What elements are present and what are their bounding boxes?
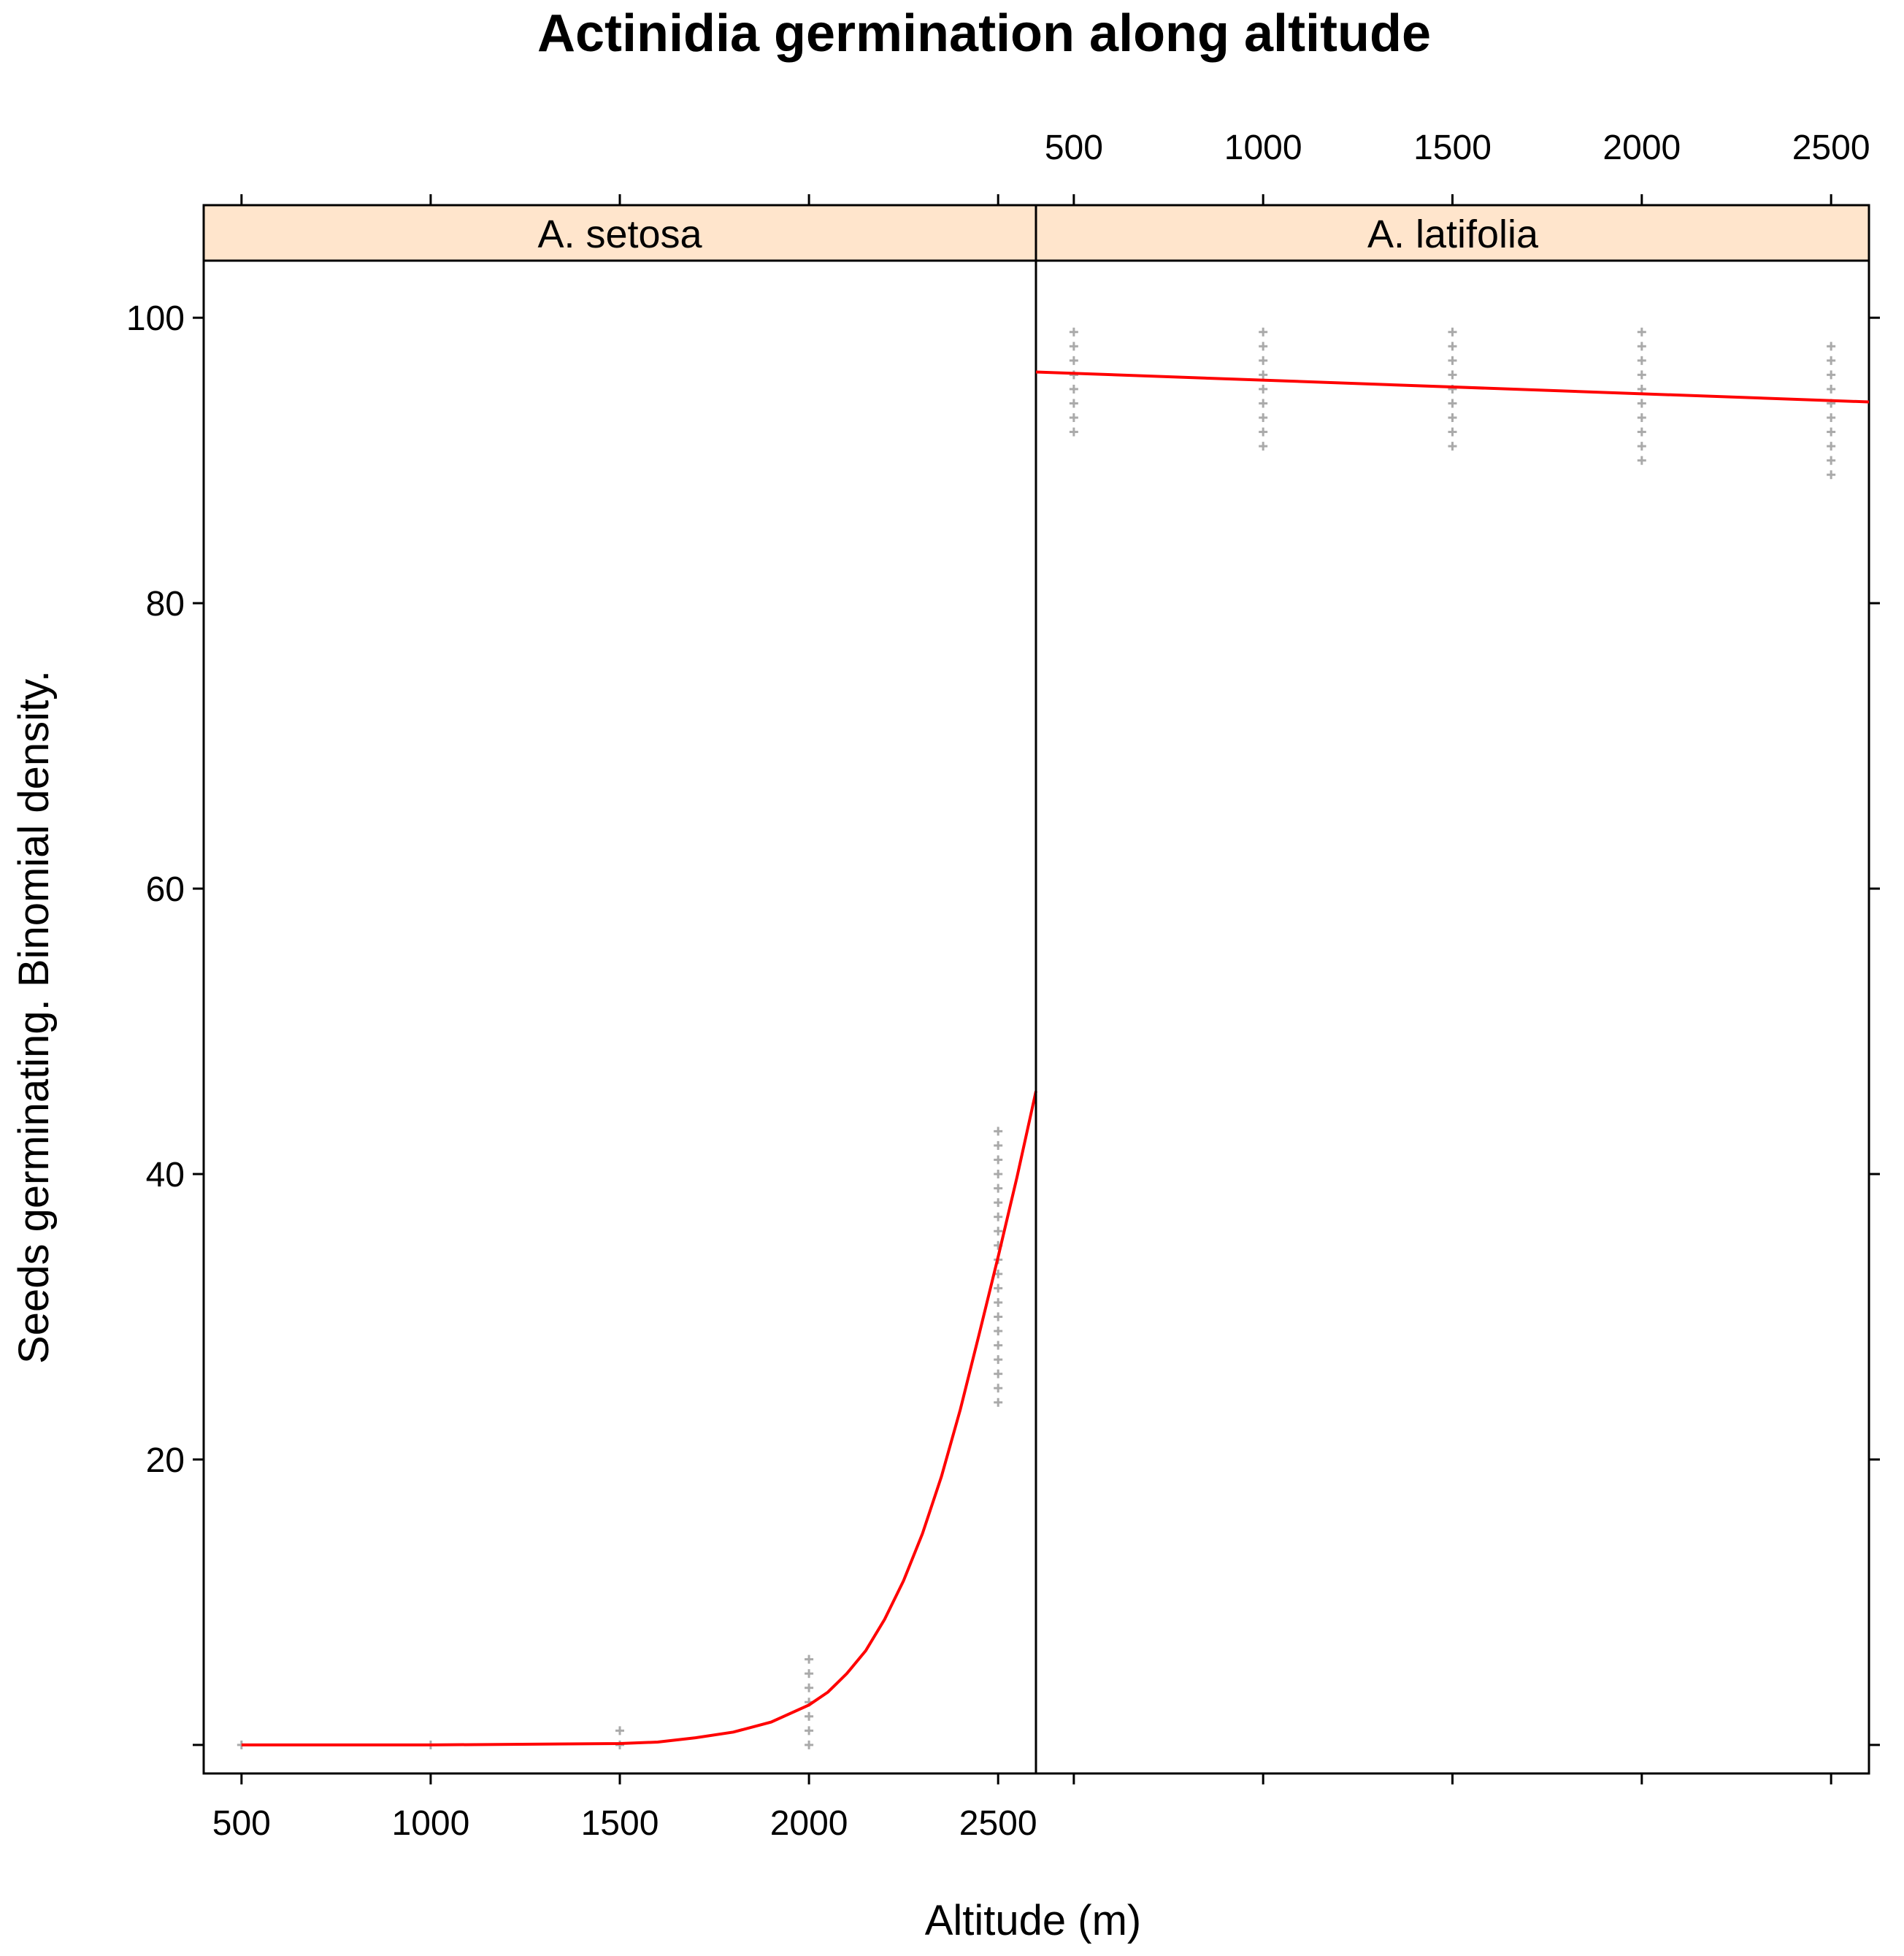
data-point [1448, 442, 1457, 451]
data-point [994, 1297, 1003, 1307]
data-point [994, 1384, 1003, 1393]
x-tick-label: 1000 [392, 1804, 470, 1843]
data-point [994, 1355, 1003, 1365]
data-point [1637, 370, 1646, 380]
data-point [1259, 384, 1268, 394]
y-tick-label: 20 [146, 1441, 185, 1480]
panel-a-setosa-strip [202, 204, 1037, 262]
data-point [994, 1227, 1003, 1236]
data-point [1069, 342, 1078, 351]
data-point [994, 1155, 1003, 1165]
panel-a-latifolia-fit-line [1035, 370, 1870, 404]
panel-a-latifolia-strip-label: A. latifolia [1367, 212, 1539, 256]
x-tick-label-top: 1500 [1413, 129, 1492, 167]
data-point [1827, 342, 1836, 351]
data-point [1827, 384, 1836, 394]
panel-a-setosa-frame [202, 259, 1037, 1775]
data-point [1637, 384, 1646, 394]
data-point [994, 1312, 1003, 1322]
data-point [1637, 442, 1646, 451]
y-tick-label: 60 [146, 870, 185, 909]
x-axis-title: Altitude (m) [925, 1897, 1142, 1944]
data-point [1259, 413, 1268, 423]
data-point [994, 1184, 1003, 1193]
x-tick-label-top: 1000 [1224, 129, 1302, 167]
data-point [1827, 427, 1836, 437]
data-point [1448, 327, 1457, 337]
data-point [994, 1284, 1003, 1293]
data-point [1069, 327, 1078, 337]
data-point [1827, 442, 1836, 451]
data-point [994, 1369, 1003, 1378]
data-point [994, 1140, 1003, 1150]
chart-title: Actinidia germination along altitude [537, 4, 1431, 63]
data-point [1259, 370, 1268, 380]
data-point [994, 1397, 1003, 1407]
data-point [1637, 327, 1646, 337]
y-tick-label: 40 [146, 1156, 185, 1194]
data-point [1069, 399, 1078, 408]
data-point [1448, 356, 1457, 365]
data-point [1259, 342, 1268, 351]
data-point [994, 1198, 1003, 1208]
panel-a-setosa-points [237, 1127, 1003, 1749]
data-point [805, 1726, 814, 1736]
data-point [805, 1654, 814, 1664]
data-point [1448, 427, 1457, 437]
panel-a-setosa-fit-line [241, 1091, 1037, 1746]
x-tick-label: 1500 [581, 1804, 659, 1843]
x-tick-label-top: 2500 [1792, 129, 1870, 167]
y-tick-label: 100 [126, 299, 185, 338]
data-point [1827, 470, 1836, 480]
data-point [1637, 413, 1646, 423]
data-point [1259, 427, 1268, 437]
axes: 20 40 60 80 100 500 500 1000 1000 1500 1500 2000 200… [126, 129, 1880, 1843]
data-point [994, 1327, 1003, 1336]
data-point [1448, 399, 1457, 408]
x-tick-label: 2000 [770, 1804, 848, 1843]
data-point [1069, 413, 1078, 423]
panel-a-setosa: A. setosa [202, 204, 1037, 1775]
data-point [1069, 356, 1078, 365]
data-point [615, 1726, 624, 1736]
data-point [1259, 442, 1268, 451]
panel-a-latifolia-points [1069, 327, 1836, 480]
x-tick-label: 500 [212, 1804, 271, 1843]
data-point [1448, 413, 1457, 423]
data-point [994, 1212, 1003, 1221]
data-point [1259, 356, 1268, 365]
x-tick-label-top: 2000 [1602, 129, 1681, 167]
x-tick-label: 2500 [959, 1804, 1037, 1843]
data-point [1637, 456, 1646, 465]
data-point [805, 1683, 814, 1692]
panel-a-latifolia-frame [1034, 259, 1870, 1775]
x-tick-label-top: 500 [1045, 129, 1103, 167]
data-point [1259, 399, 1268, 408]
data-point [1827, 356, 1836, 365]
data-point [1637, 342, 1646, 351]
y-axis-title: Seeds germinating. Binomial density. [10, 670, 58, 1364]
data-point [1637, 356, 1646, 365]
data-point [1827, 370, 1836, 380]
data-point [1259, 327, 1268, 337]
data-point [994, 1170, 1003, 1179]
panel-a-latifolia: A. latifolia [1034, 204, 1870, 1775]
data-point [1448, 370, 1457, 380]
data-point [1448, 342, 1457, 351]
data-point [1827, 413, 1836, 423]
data-point [805, 1711, 814, 1721]
data-point [1637, 427, 1646, 437]
data-point [994, 1341, 1003, 1350]
data-point [994, 1127, 1003, 1136]
data-point [1637, 399, 1646, 408]
y-tick-label: 80 [146, 585, 185, 624]
panel-a-setosa-strip-label: A. setosa [537, 212, 702, 256]
data-point [805, 1669, 814, 1679]
data-point [805, 1740, 814, 1749]
data-point [1069, 384, 1078, 394]
data-point [1827, 456, 1836, 465]
data-point [1069, 427, 1078, 437]
